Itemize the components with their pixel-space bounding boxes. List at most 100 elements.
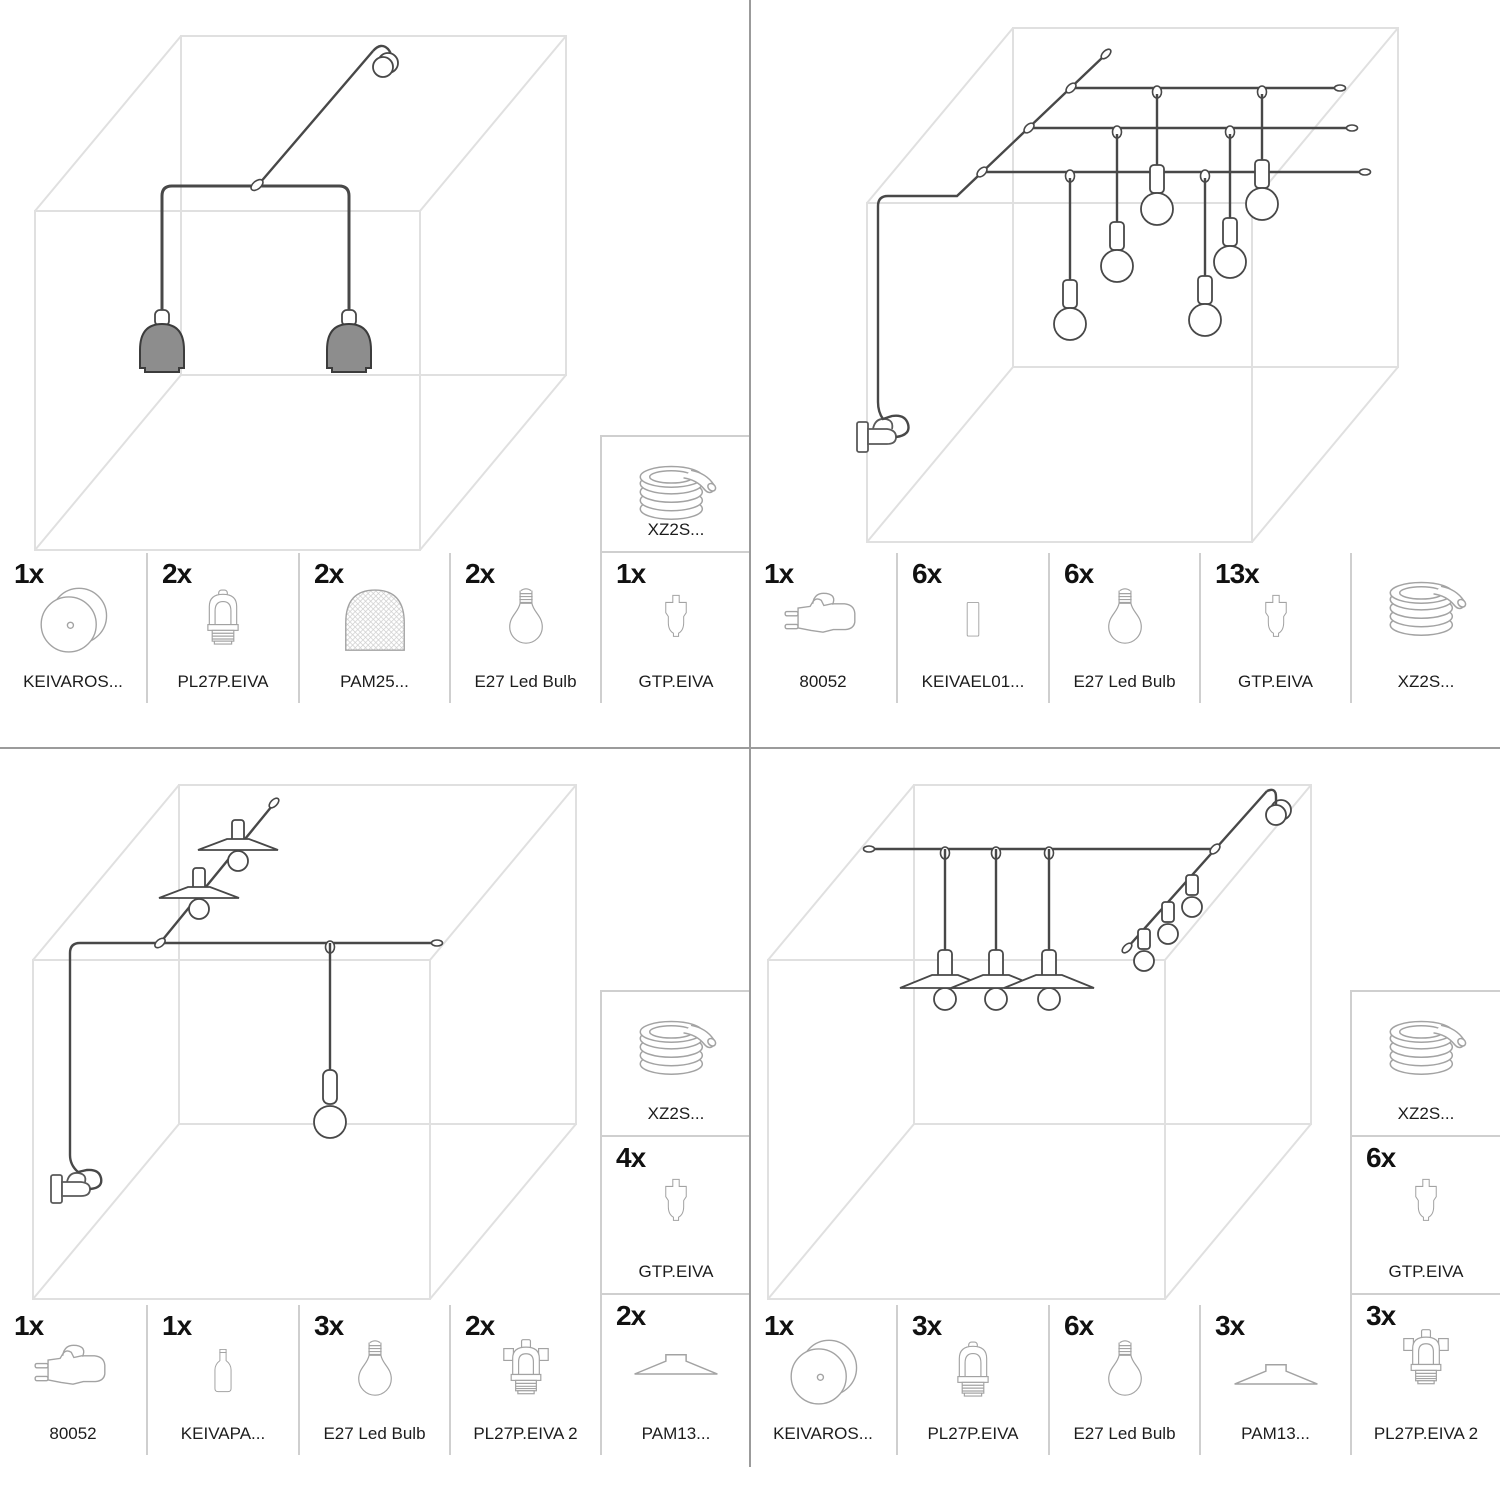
- part-quantity: 2x: [465, 1310, 495, 1341]
- ceiling-rose-icon: [30, 578, 116, 664]
- string-lamp: [50, 797, 444, 1204]
- plug-icon: [780, 578, 866, 664]
- ceiling-rose: [372, 56, 394, 78]
- led-bulb-icon: [1088, 1336, 1162, 1410]
- part-code-label: PL27P.EIVA: [177, 672, 269, 691]
- diagram-kit-2: [856, 27, 1399, 543]
- pendant-bulb: [1188, 178, 1222, 337]
- ceiling-hook: [250, 178, 264, 192]
- part-cell: 1x 80052: [750, 553, 896, 703]
- double-pendant-lamp: [139, 44, 399, 373]
- part-code-label: XZ2S...: [647, 1104, 705, 1123]
- plug-icon: [30, 1330, 116, 1416]
- part-quantity: 1x: [764, 1310, 794, 1341]
- pendant-bulb: [1213, 134, 1247, 279]
- bottle-holder-icon: [192, 1342, 254, 1404]
- part-cell: 6x E27 Led Bulb: [1048, 553, 1199, 703]
- part-quantity: 1x: [764, 558, 794, 589]
- part-code-label: GTP.EIVA: [1388, 1262, 1464, 1281]
- lamp-holder-icon: [187, 585, 259, 657]
- pendant-bulb: [1140, 94, 1174, 226]
- part-quantity: 3x: [1215, 1310, 1245, 1341]
- flat-shade-icon: [630, 1317, 722, 1409]
- dome-shade: [326, 322, 372, 373]
- lamp-holder-icon: [937, 1337, 1009, 1409]
- part-code-label: KEIVAROS...: [773, 1424, 873, 1443]
- diagram-kit-1: [34, 35, 567, 551]
- supply-cable: [876, 56, 1104, 439]
- supply-cable: [68, 941, 434, 1191]
- ceiling-hooks: [154, 797, 444, 954]
- lamp-holder-2-icon: [1389, 1326, 1463, 1400]
- part-code-label: KEIVAPA...: [180, 1424, 266, 1443]
- ceiling-grid-lamp: [856, 48, 1372, 453]
- part-quantity: 2x: [162, 558, 192, 589]
- led-bulb-icon: [1088, 584, 1162, 658]
- part-cell: 1x KEIVAROS...: [0, 553, 146, 703]
- part-cell: 1x GTP.EIVA: [600, 553, 750, 703]
- slope-cable: [1127, 790, 1268, 948]
- part-cell: XZ2S...: [1350, 553, 1500, 703]
- part-quantity: 3x: [912, 1310, 942, 1341]
- led-bulb-icon: [338, 1336, 412, 1410]
- part-code-label: KEIVAEL01...: [921, 672, 1025, 691]
- part-cell: XZ2S...: [600, 435, 750, 553]
- cable-coil-icon: [1379, 560, 1473, 654]
- part-code-label: 80052: [799, 672, 847, 691]
- part-code-label: PL27P.EIVA: [927, 1424, 1019, 1443]
- rose-hook: [1266, 788, 1278, 805]
- diagram-kit-3: [32, 784, 577, 1300]
- part-code-label: E27 Led Bulb: [323, 1424, 426, 1443]
- ceiling-rose: [1265, 804, 1287, 826]
- slope-shade-lamp: [197, 819, 279, 872]
- cable-clip-icon: [944, 592, 1002, 650]
- room-cube: [34, 35, 567, 551]
- part-code-label: GTP.EIVA: [1238, 672, 1313, 691]
- part-cell: 6x E27 Led Bulb: [1048, 1305, 1199, 1455]
- part-quantity: 2x: [616, 1300, 646, 1331]
- part-cell: 3x E27 Led Bulb: [298, 1305, 449, 1455]
- shade-pendant: [950, 849, 1042, 1011]
- part-quantity: 6x: [1366, 1142, 1396, 1173]
- part-code-label: KEIVAROS...: [23, 672, 123, 691]
- part-cell: 3x PL27P.EIVA 2: [1350, 1293, 1500, 1455]
- part-code-label: GTP.EIVA: [638, 672, 714, 691]
- pendant-bulb: [313, 943, 347, 1139]
- part-cell: 3x PAM13...: [1199, 1305, 1350, 1455]
- part-cell: 6x KEIVAEL01...: [896, 553, 1048, 703]
- lamp-holder-2-icon: [489, 1336, 563, 1410]
- part-quantity: 4x: [616, 1142, 646, 1173]
- part-quantity: 2x: [314, 558, 344, 589]
- part-code-label: GTP.EIVA: [638, 1262, 714, 1281]
- part-quantity: 13x: [1215, 558, 1260, 589]
- part-quantity: 1x: [616, 558, 646, 589]
- slope-cable: [159, 805, 273, 944]
- dome-shade: [139, 322, 185, 373]
- room-cube: [767, 784, 1312, 1300]
- part-code-label: PAM13...: [1241, 1424, 1310, 1443]
- part-cell: 2x E27 Led Bulb: [449, 553, 600, 703]
- room-cube: [866, 27, 1399, 543]
- slope-bulb: [1181, 874, 1203, 918]
- part-code-label: XZ2S...: [647, 520, 705, 539]
- cable-coil-icon: [629, 999, 723, 1093]
- cable-coil-icon: [1379, 999, 1473, 1093]
- part-cell: 13x GTP.EIVA: [1199, 553, 1350, 703]
- part-quantity: 6x: [912, 558, 942, 589]
- part-cell: 2x PL27P.EIVA 2: [449, 1305, 600, 1455]
- ceiling-hook-icon: [1394, 1173, 1458, 1237]
- quadrant-divider-vertical: [749, 0, 751, 1467]
- flat-shade-icon: [1230, 1327, 1322, 1419]
- part-code-label: E27 Led Bulb: [1073, 1424, 1176, 1443]
- part-cell: XZ2S...: [600, 990, 750, 1135]
- pendant-bulb: [1100, 134, 1134, 283]
- part-quantity: 6x: [1064, 1310, 1094, 1341]
- part-cell: 2x PAM25...: [298, 553, 449, 703]
- part-quantity: 1x: [14, 1310, 44, 1341]
- slope-bulb: [1133, 928, 1155, 972]
- part-cell: 1x KEIVAROS...: [750, 1305, 896, 1455]
- part-code-label: PAM13...: [641, 1424, 711, 1443]
- part-code-label: XZ2S...: [1397, 672, 1455, 691]
- slope-bulb: [1157, 901, 1179, 945]
